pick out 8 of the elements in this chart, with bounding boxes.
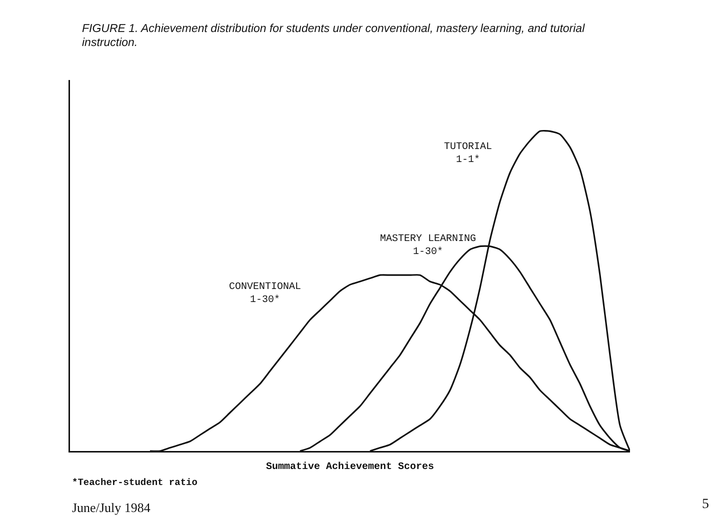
series-label: MASTERY LEARNING 1-30* — [380, 234, 476, 258]
text: 5 — [702, 497, 709, 513]
text: June/July 1984 — [72, 500, 150, 516]
series-label: TUTORIAL 1-1* — [444, 142, 492, 166]
text: *Teacher-student ratio — [72, 477, 198, 488]
chart-title: FIGURE 1. Achievement distribution for students under conventional, mastery learning, and tutorial instruction. — [82, 22, 586, 50]
x-axis-title: Summative Achievement Scores — [266, 461, 434, 474]
series-label: CONVENTIONAL 1-30* — [229, 282, 302, 306]
